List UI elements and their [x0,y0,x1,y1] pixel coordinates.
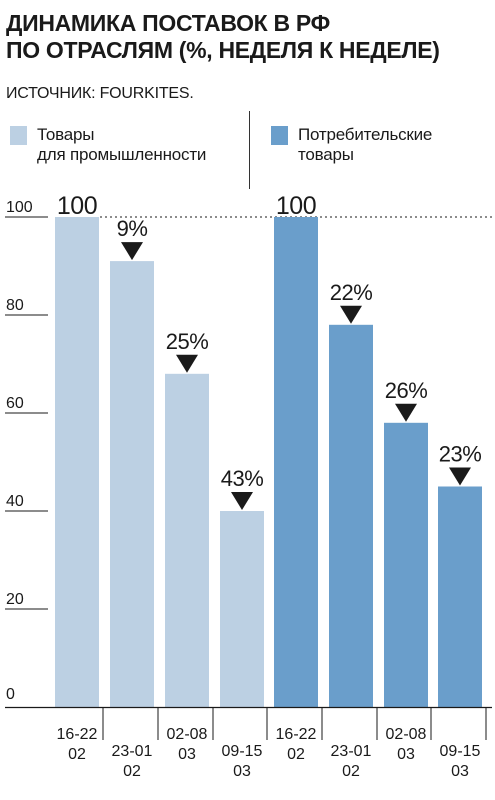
x-tick-label-g1-4: 09-15 03 [222,743,263,780]
down-arrow-icon-s1-3 [176,354,198,373]
chart-title-line-1: ДИНАМИКА ПОСТАВОК В РФ [6,10,330,36]
data-label-s2-1: 100 [276,192,316,220]
bar-s1-3 [165,373,209,707]
data-label-s1-3: 25% [166,329,209,354]
y-tick-label-0: 0 [6,686,15,703]
x-tick-label-g1-3: 02-08 03 [167,726,208,763]
x-tick-label-g2-3: 02-08 03 [386,726,427,763]
y-tick-label-100: 100 [6,199,33,216]
data-label-s2-3: 26% [385,378,428,403]
bar-s2-2 [329,324,373,707]
down-arrow-icon-s2-3 [395,403,417,422]
down-arrow-icon-s1-2 [121,242,143,261]
chart-title: ДИНАМИКА ПОСТАВОК В РФ ПО ОТРАСЛЯМ (%, Н… [6,10,491,64]
chart-title-line-2: ПО ОТРАСЛЯМ (%, НЕДЕЛЯ К НЕДЕЛЕ) [6,37,440,63]
data-label-s1-1: 100 [57,192,97,220]
x-tick-label-g1-2: 23-01 02 [112,743,153,780]
legend-swatch-industrial [10,126,27,145]
source-note: ИСТОЧНИК: FOURKITES. [6,85,194,102]
data-label-s2-2: 22% [330,280,373,305]
bar-s1-1 [55,217,99,707]
bar-s2-3 [384,422,428,707]
legend-swatch-consumer [271,126,288,145]
y-tick-label-60: 60 [6,395,24,412]
bar-s2-1 [274,217,318,707]
data-label-s1-4: 43% [221,466,264,491]
y-tick-label-40: 40 [6,493,24,510]
data-label-s1-2: 9% [117,216,148,241]
y-tick-label-80: 80 [6,297,24,314]
legend-divider [249,111,250,189]
x-tick-label-g2-1: 16-22 02 [276,726,317,763]
bar-s1-4 [220,511,264,707]
down-arrow-icon-s2-2 [340,305,362,324]
legend-label-consumer: Потребительские товары [298,125,433,164]
data-label-s2-4: 23% [439,442,482,467]
down-arrow-icon-s2-4 [449,467,471,486]
x-tick-label-g2-4: 09-15 03 [440,743,481,780]
x-tick-label-g1-1: 16-22 02 [57,726,98,763]
x-tick-label-g2-2: 23-01 02 [331,743,372,780]
y-tick-label-20: 20 [6,591,24,608]
legend-label-industrial: Товары для промышленности [37,125,207,164]
bar-s1-2 [110,261,154,707]
down-arrow-icon-s1-4 [231,492,253,510]
bar-s2-4 [438,486,482,707]
